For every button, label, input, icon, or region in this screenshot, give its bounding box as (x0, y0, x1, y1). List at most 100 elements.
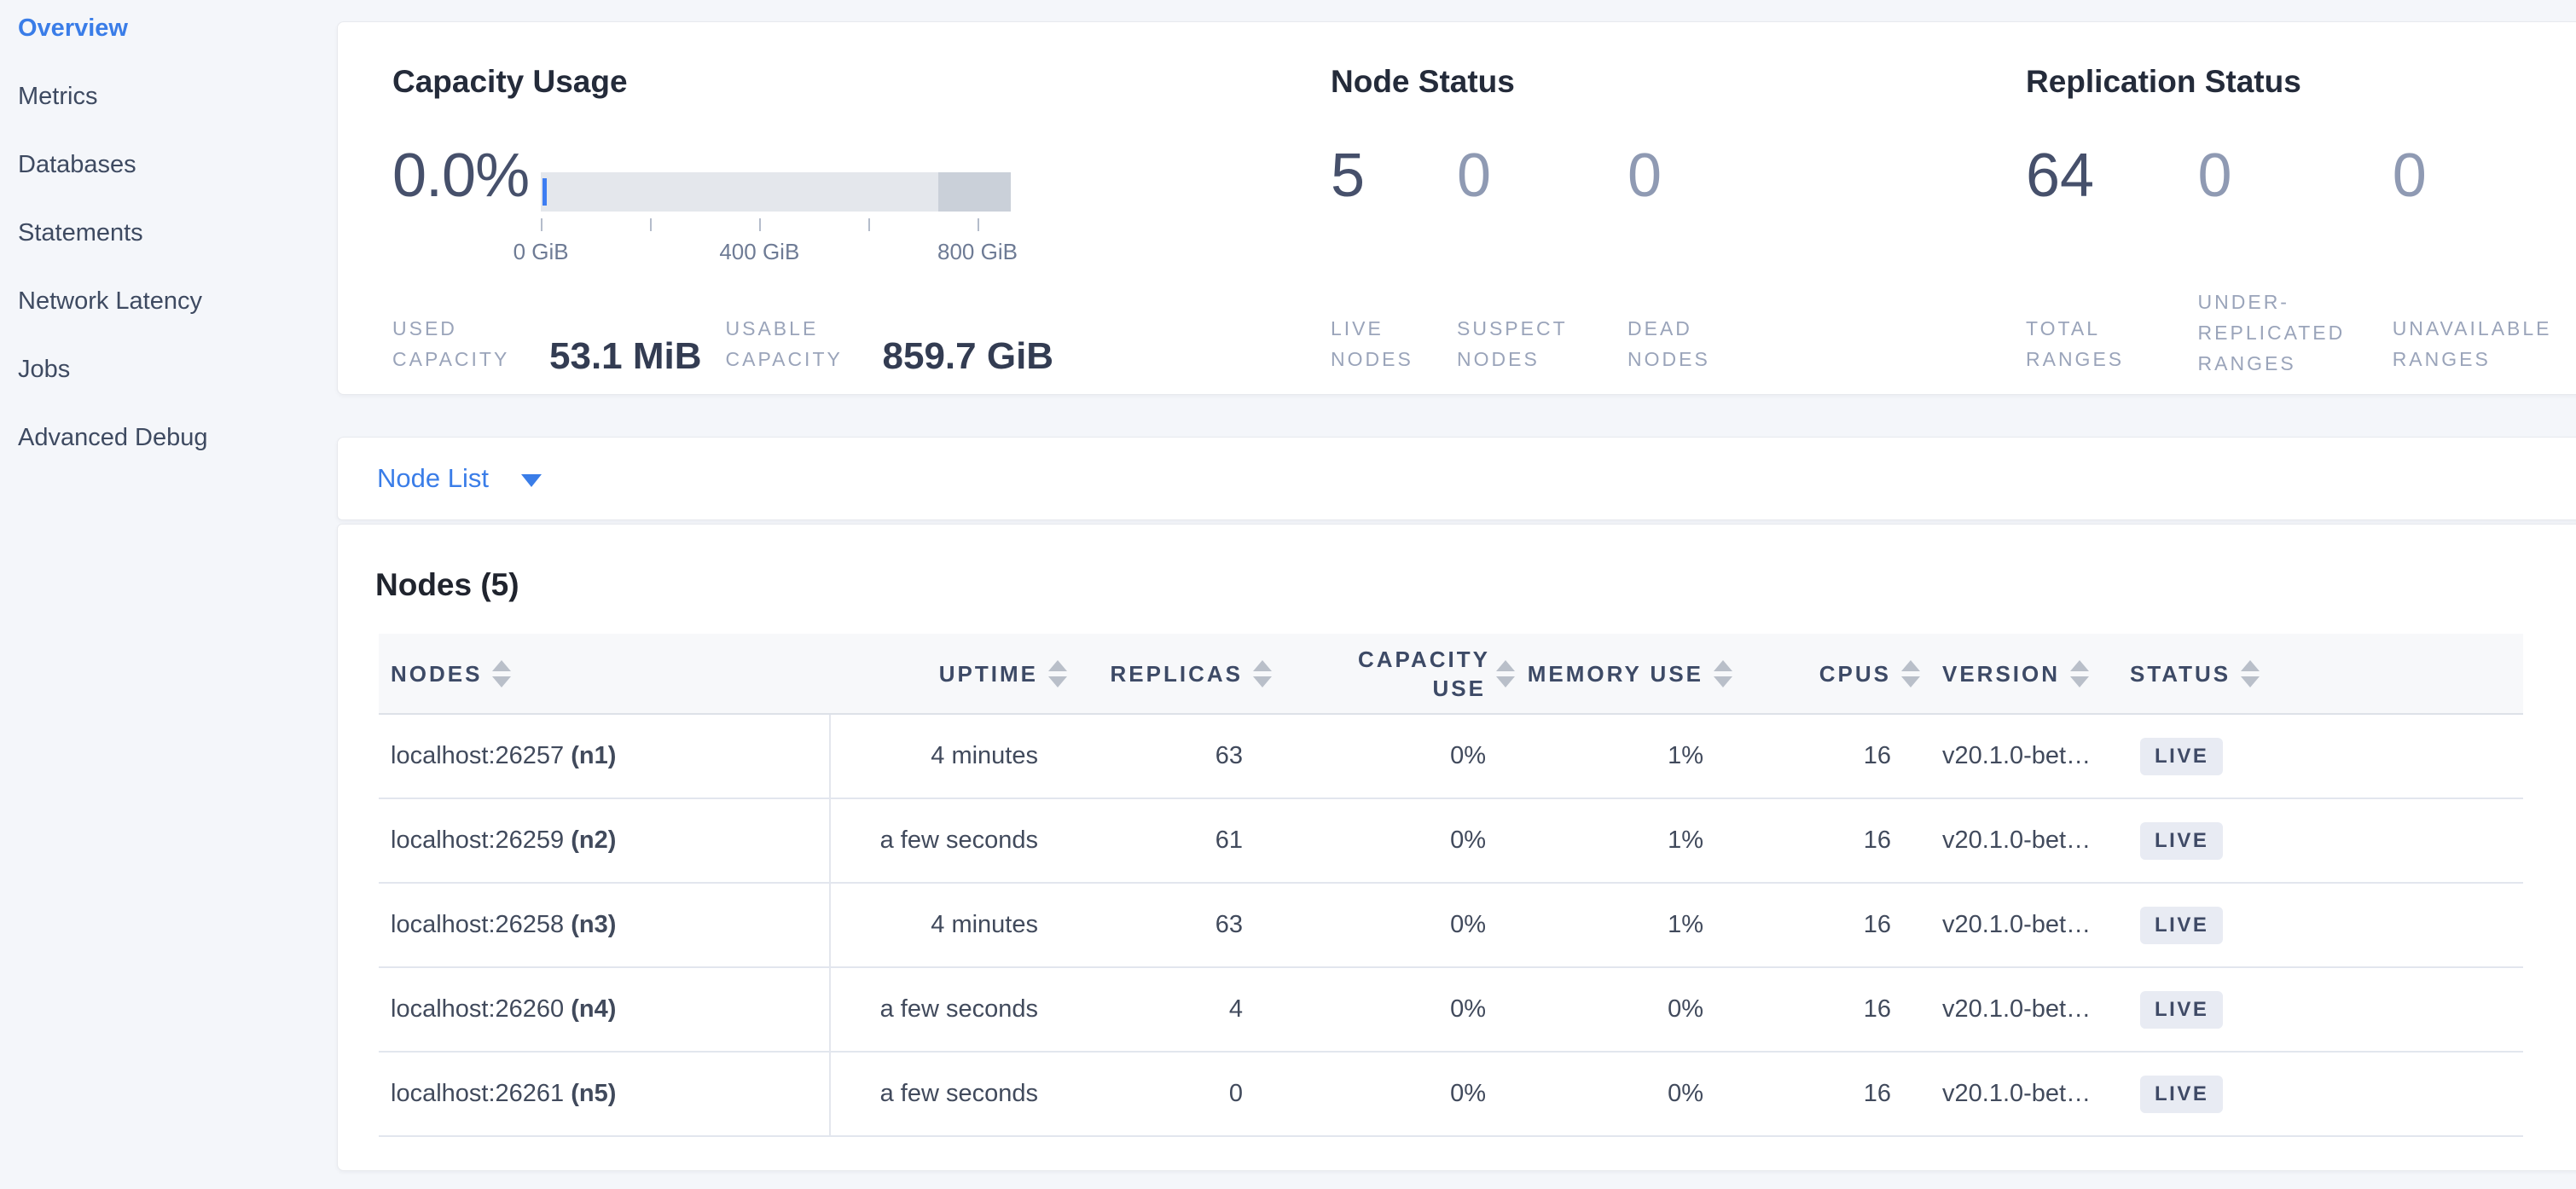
capacity-usage-gauge: 0.0% 0 GiB 400 Gi (392, 142, 1331, 287)
memory-use-cell: 1% (1515, 714, 1732, 799)
column-header-version[interactable]: VERSION (1920, 634, 2116, 715)
column-label: STATUS (2130, 660, 2231, 687)
sort-icon (1496, 659, 1515, 687)
node-id: (n2) (571, 826, 617, 854)
replication-status-title: Replication Status (2026, 64, 2301, 99)
table-header-row: NODES UPTIME REPLICAS CAPACIT (379, 634, 2523, 715)
column-header-replicas[interactable]: REPLICAS (1067, 634, 1272, 715)
axis-tick (977, 218, 979, 231)
column-header-status[interactable]: STATUS (2116, 634, 2523, 715)
node-address-cell: localhost:26257 (n1) (379, 714, 831, 799)
node-status-stat: 0 DEAD NODES (1627, 142, 1755, 376)
replication-status-section: Replication Status 64 TOTAL RANGES 0 (2026, 63, 2571, 394)
node-row[interactable]: localhost:26261 (n5) a few seconds 0 0% … (379, 1052, 2523, 1137)
uptime-cell: a few seconds (830, 1052, 1067, 1137)
replication-stat: 0 UNDER-REPLICATED RANGES (2198, 142, 2393, 380)
sort-icon (1253, 659, 1272, 687)
node-id: (n5) (571, 1080, 617, 1107)
replicas-cell: 63 (1067, 883, 1272, 968)
capacity-usage-section: Capacity Usage 0.0% (392, 63, 1331, 394)
status-cell: LIVE (2116, 1052, 2523, 1137)
replication-stat: 64 TOTAL RANGES (2026, 142, 2198, 380)
node-address-cell: localhost:26258 (n3) (379, 883, 831, 968)
status-cell: LIVE (2116, 798, 2523, 884)
column-header-memory-use[interactable]: MEMORY USE (1515, 634, 1732, 715)
sort-icon (1714, 659, 1732, 687)
node-status-stats: 5 LIVE NODES 0 SUSPECT NODES (1331, 142, 2026, 376)
node-status-section: Node Status 5 LIVE NODES 0 (1331, 63, 2026, 394)
node-status-stat: 5 LIVE NODES (1331, 142, 1457, 376)
stat-label: TOTAL RANGES (2026, 317, 2125, 370)
status-cell: LIVE (2116, 883, 2523, 968)
column-header-cpus[interactable]: CPUS (1732, 634, 1920, 715)
sort-icon (2241, 659, 2260, 687)
node-row[interactable]: localhost:26259 (n2) a few seconds 61 0%… (379, 798, 2523, 884)
uptime-cell: 4 minutes (830, 714, 1067, 799)
capacity-use-cell: 0% (1272, 798, 1515, 884)
node-status-title: Node Status (1331, 64, 1515, 99)
capacity-stat: USED CAPACITY 53.1 MiB (392, 313, 702, 376)
capacity-usage-title: Capacity Usage (392, 64, 628, 99)
sort-icon (1048, 659, 1067, 687)
sidebar-item[interactable]: Databases (18, 151, 136, 178)
cpus-cell: 16 (1732, 967, 1920, 1053)
capacity-stat: USABLE CAPACITY 859.7 GiB (726, 313, 1054, 376)
status-cell: LIVE (2116, 967, 2523, 1053)
axis-tick-label: 800 GiB (937, 239, 1018, 264)
replicas-cell: 4 (1067, 967, 1272, 1053)
axis-tick-label: 400 GiB (719, 239, 800, 264)
sidebar-item[interactable]: Advanced Debug (18, 424, 208, 451)
node-list-selector-card: Node List (337, 437, 2576, 520)
status-badge: LIVE (2140, 1075, 2224, 1113)
version-cell: v20.1.0-bet… (1920, 883, 2116, 968)
sidebar: Overview Metrics Databases Statements Ne… (0, 0, 319, 1189)
capacity-stats: USED CAPACITY 53.1 MiB USABLE CAPACITY 8… (392, 287, 1331, 376)
status-badge: LIVE (2140, 737, 2224, 775)
status-cell: LIVE (2116, 714, 2523, 799)
node-status-stat: 0 SUSPECT NODES (1457, 142, 1627, 376)
nodes-table-card: Nodes (5) NODES UPTIME (337, 524, 2576, 1171)
replication-stat: 0 UNAVAILABLE RANGES (2393, 142, 2571, 380)
stat-number: 0 (1457, 142, 1492, 210)
node-row[interactable]: localhost:26260 (n4) a few seconds 4 0% … (379, 967, 2523, 1053)
version-cell: v20.1.0-bet… (1920, 798, 2116, 884)
sidebar-item[interactable]: Statements (18, 219, 143, 246)
node-id: (n4) (571, 995, 617, 1023)
node-row[interactable]: localhost:26258 (n3) 4 minutes 63 0% 1% … (379, 883, 2523, 968)
cluster-summary-card: Capacity Usage 0.0% (337, 21, 2576, 395)
version-cell: v20.1.0-bet… (1920, 967, 2116, 1053)
column-header-uptime[interactable]: UPTIME (830, 634, 1067, 715)
node-address-cell: localhost:26260 (n4) (379, 967, 831, 1053)
node-address-cell: localhost:26259 (n2) (379, 798, 831, 884)
capacity-use-cell: 0% (1272, 714, 1515, 799)
sidebar-item[interactable]: Metrics (18, 83, 98, 110)
column-label: REPLICAS (1110, 660, 1243, 687)
capacity-bar-axis: 0 GiB 400 GiB 800 GiB (513, 212, 1018, 264)
column-label: UPTIME (938, 660, 1038, 687)
capacity-usage-bar (541, 172, 1012, 212)
replicas-cell: 61 (1067, 798, 1272, 884)
node-list-dropdown[interactable]: Node List (377, 463, 542, 494)
status-badge: LIVE (2140, 906, 2224, 944)
stat-number: 0 (1627, 142, 1662, 210)
sidebar-item[interactable]: Network Latency (18, 287, 202, 315)
sidebar-item[interactable]: Jobs (18, 356, 71, 383)
capacity-use-cell: 0% (1272, 967, 1515, 1053)
status-badge: LIVE (2140, 990, 2224, 1029)
column-header-capacity-use[interactable]: CAPACITY USE (1272, 634, 1515, 715)
memory-use-cell: 0% (1515, 967, 1732, 1053)
sidebar-item[interactable]: Overview (18, 14, 128, 42)
cpus-cell: 16 (1732, 883, 1920, 968)
capacity-stat-value: 53.1 MiB (549, 335, 702, 377)
column-label: NODES (391, 660, 483, 687)
node-address: localhost:26258 (391, 911, 565, 938)
node-list-dropdown-label: Node List (377, 463, 489, 493)
node-address: localhost:26259 (391, 826, 565, 854)
uptime-cell: a few seconds (830, 798, 1067, 884)
column-header-nodes[interactable]: NODES (379, 634, 830, 715)
node-row[interactable]: localhost:26257 (n1) 4 minutes 63 0% 1% … (379, 714, 2523, 799)
status-badge: LIVE (2140, 821, 2224, 860)
stat-number: 5 (1331, 142, 1366, 210)
node-address: localhost:26261 (391, 1080, 565, 1107)
